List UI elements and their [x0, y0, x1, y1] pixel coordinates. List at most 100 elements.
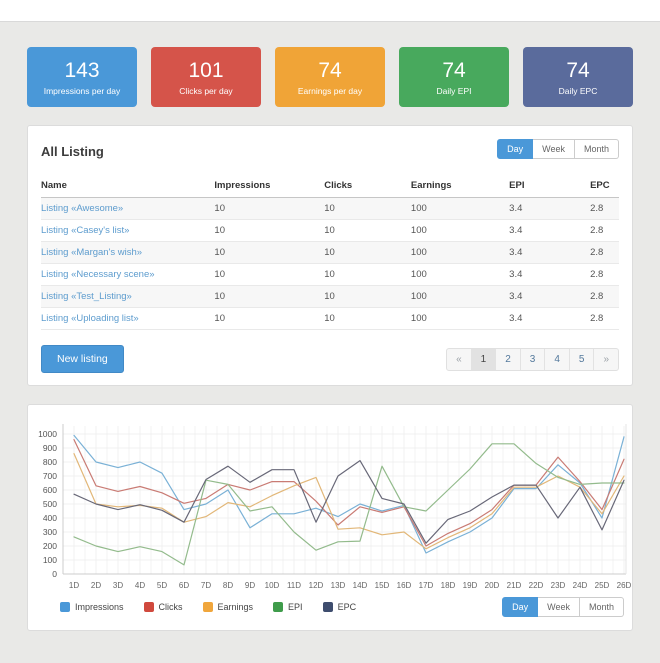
cell-impressions: 10 [214, 285, 325, 308]
svg-text:2D: 2D [91, 581, 101, 590]
cell-impressions: 10 [214, 241, 325, 264]
clicks-per-day-label: Clicks per day [179, 85, 233, 96]
earnings-swatch-icon [202, 602, 213, 612]
legend-item-clicks[interactable]: Clicks [143, 602, 183, 612]
svg-text:4D: 4D [135, 581, 145, 590]
pagination-page-3[interactable]: 3 [519, 348, 545, 370]
legend-item-earnings[interactable]: Earnings [202, 602, 254, 612]
listing-link[interactable]: Listing «Awesome» [41, 203, 124, 214]
stat-card-daily-epc: 74 Daily EPC [523, 47, 633, 107]
cell-epi: 3.4 [509, 263, 591, 286]
chart-legend: Impressions Clicks Earnings EPI EPC [60, 602, 376, 612]
cell-epi: 3.4 [509, 241, 591, 264]
svg-text:19D: 19D [463, 581, 478, 590]
chart-week-button[interactable]: Week [538, 597, 580, 617]
column-header-clicks: Clicks [324, 175, 411, 198]
pagination-prev[interactable]: « [456, 353, 462, 365]
stat-card-daily-epi: 74 Daily EPI [399, 47, 509, 107]
legend-label: Impressions [75, 602, 124, 612]
cell-epi: 3.4 [509, 285, 591, 308]
listing-day-button[interactable]: Day [497, 138, 534, 159]
svg-text:9D: 9D [245, 581, 255, 590]
svg-text:20D: 20D [485, 581, 500, 590]
svg-text:15D: 15D [375, 581, 390, 590]
svg-text:7D: 7D [201, 581, 211, 590]
pagination-page-1[interactable]: 1 [470, 348, 496, 370]
svg-text:200: 200 [43, 541, 57, 551]
cell-epi: 3.4 [509, 307, 591, 330]
top-navigation-bar [0, 0, 660, 22]
pagination-page-4[interactable]: 4 [544, 348, 569, 370]
legend-label: EPC [337, 602, 357, 612]
listing-table: Name Impressions Clicks Earnings EPI EPC… [41, 175, 619, 330]
daily-epc-value: 74 [566, 58, 590, 82]
svg-text:600: 600 [43, 485, 57, 495]
svg-text:5D: 5D [157, 581, 167, 590]
listing-month-button[interactable]: Month [574, 138, 619, 159]
listing-link[interactable]: Listing «Uploading list» [41, 313, 139, 324]
cell-earnings: 100 [410, 219, 510, 242]
listing-link[interactable]: Listing «Casey's list» [41, 225, 130, 236]
all-listing-panel: All Listing Day Week Month Name Impressi… [27, 125, 633, 386]
cell-epc: 2.8 [590, 307, 619, 330]
cell-clicks: 10 [324, 263, 411, 286]
clicks-per-day-value: 101 [188, 58, 224, 82]
cell-impressions: 10 [214, 307, 325, 330]
column-header-name: Name [41, 175, 215, 198]
svg-text:800: 800 [43, 457, 57, 467]
chart-month-button[interactable]: Month [579, 597, 624, 617]
chart-day-button[interactable]: Day [502, 597, 539, 617]
column-header-epi: EPI [509, 175, 591, 198]
pagination-page-2[interactable]: 2 [495, 348, 520, 370]
legend-item-impressions[interactable]: Impressions [60, 602, 124, 612]
legend-label: Clicks [158, 602, 183, 612]
stat-card-impressions: 143 Impressions per day [27, 47, 137, 107]
table-row: Listing «Awesome» 10 10 100 3.4 2.8 [41, 197, 619, 220]
table-row: Listing «Casey's list» 10 10 100 3.4 2.8 [41, 219, 619, 242]
pagination-next[interactable]: » [593, 348, 618, 370]
listing-link[interactable]: Listing «Necessary scene» [41, 269, 155, 280]
cell-impressions: 10 [214, 263, 325, 286]
listing-link[interactable]: Listing «Margan's wish» [41, 247, 143, 258]
clicks-swatch-icon [143, 602, 154, 612]
panel-title: All Listing [41, 144, 104, 159]
legend-item-epi[interactable]: EPI [273, 602, 303, 612]
cell-epc: 2.8 [590, 263, 619, 286]
svg-text:8D: 8D [223, 581, 233, 590]
stats-row: 143 Impressions per day 101 Clicks per d… [27, 47, 633, 107]
cell-epc: 2.8 [590, 219, 619, 242]
svg-text:900: 900 [43, 443, 57, 453]
daily-epi-value: 74 [442, 58, 466, 82]
legend-label: Earnings [217, 602, 254, 612]
earnings-per-day-label: Earnings per day [297, 85, 363, 96]
listing-period-toggle: Day Week Month [497, 138, 619, 159]
svg-text:14D: 14D [353, 581, 368, 590]
table-row: Listing «Margan's wish» 10 10 100 3.4 2.… [41, 241, 619, 264]
table-row: Listing «Necessary scene» 10 10 100 3.4 … [41, 263, 619, 286]
cell-impressions: 10 [214, 197, 325, 220]
listing-link[interactable]: Listing «Test_Listing» [41, 291, 132, 302]
listing-week-button[interactable]: Week [533, 138, 575, 159]
legend-label: EPI [288, 602, 303, 612]
table-header-row: Name Impressions Clicks Earnings EPI EPC [41, 175, 619, 198]
chart-panel: 0 100 200 300 400 500 600 700 800 900 1000 1D 2D 3D 4D… [27, 404, 633, 631]
pagination: « 1 2 3 4 5 » [446, 347, 619, 371]
pagination-page-5[interactable]: 5 [568, 348, 594, 370]
page-content: 143 Impressions per day 101 Clicks per d… [0, 47, 660, 631]
new-listing-button[interactable]: New listing [41, 345, 124, 373]
legend-item-epc[interactable]: EPC [322, 602, 357, 612]
cell-earnings: 100 [410, 197, 510, 220]
cell-earnings: 100 [410, 263, 510, 286]
column-header-epc: EPC [590, 175, 619, 198]
cell-earnings: 100 [410, 307, 510, 330]
daily-epi-label: Daily EPI [436, 85, 472, 96]
cell-clicks: 10 [324, 241, 411, 264]
svg-text:400: 400 [43, 513, 57, 523]
svg-text:6D: 6D [179, 581, 189, 590]
svg-text:1000: 1000 [38, 429, 57, 439]
earnings-per-day-value: 74 [318, 58, 342, 82]
chart-period-toggle: Day Week Month [502, 597, 624, 617]
svg-text:26D: 26D [617, 581, 632, 590]
svg-text:100: 100 [43, 555, 57, 565]
svg-text:12D: 12D [309, 581, 324, 590]
